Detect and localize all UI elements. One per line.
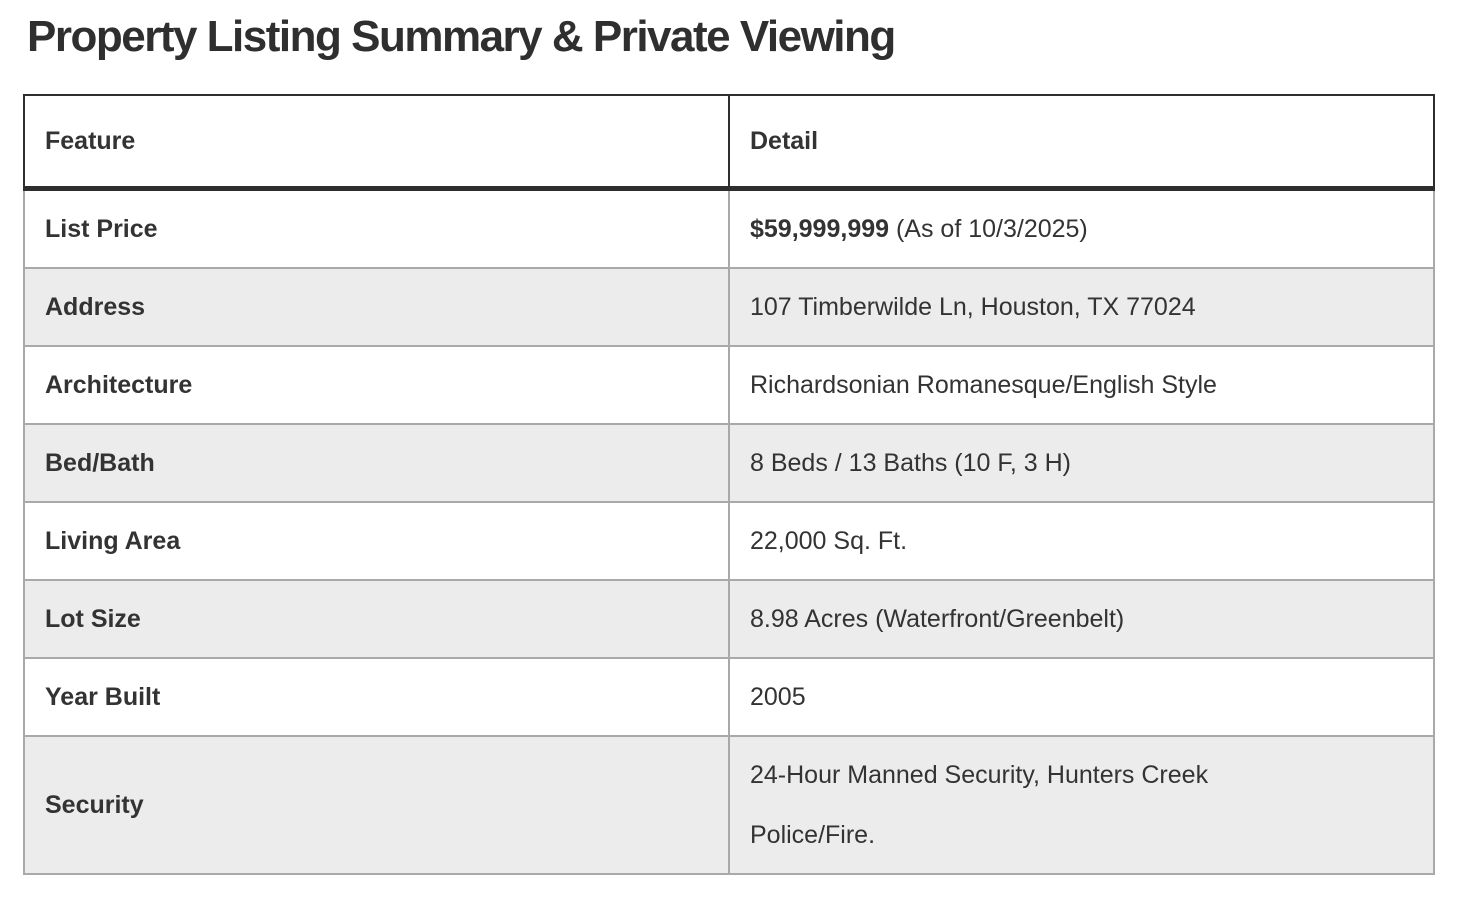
- feature-cell: Lot Size: [23, 579, 730, 659]
- detail-cell: 2005: [728, 657, 1435, 737]
- detail-cell: 8 Beds / 13 Baths (10 F, 3 H): [728, 423, 1435, 503]
- feature-cell: Living Area: [23, 501, 730, 581]
- list-price-amount: $59,999,999: [750, 215, 890, 243]
- detail-cell: 22,000 Sq. Ft.: [728, 501, 1435, 581]
- feature-column-header: Feature: [23, 94, 730, 191]
- feature-cell: Address: [23, 267, 730, 347]
- feature-cell: Security: [23, 735, 730, 875]
- feature-cell: Bed/Bath: [23, 423, 730, 503]
- header-row: Feature Detail: [23, 94, 1435, 191]
- row-year-built: Year Built 2005: [23, 657, 1435, 737]
- row-bed-bath: Bed/Bath 8 Beds / 13 Baths (10 F, 3 H): [23, 423, 1435, 503]
- detail-column-header: Detail: [728, 94, 1435, 191]
- detail-cell: Richardsonian Romanesque/English Style: [728, 345, 1435, 425]
- row-security: Security 24-Hour Manned Security, Hunter…: [23, 735, 1435, 875]
- page-title: Property Listing Summary & Private Viewi…: [27, 12, 896, 61]
- row-address: Address 107 Timberwilde Ln, Houston, TX …: [23, 267, 1435, 347]
- detail-cell: 107 Timberwilde Ln, Houston, TX 77024: [728, 267, 1435, 347]
- feature-cell: Architecture: [23, 345, 730, 425]
- row-architecture: Architecture Richardsonian Romanesque/En…: [23, 345, 1435, 425]
- feature-cell: List Price: [23, 187, 730, 269]
- property-listing-table: Feature Detail List Price $59,999,999 (A…: [23, 94, 1435, 875]
- detail-cell: $59,999,999 (As of 10/3/2025): [728, 187, 1435, 269]
- row-lot-size: Lot Size 8.98 Acres (Waterfront/Greenbel…: [23, 579, 1435, 659]
- row-living-area: Living Area 22,000 Sq. Ft.: [23, 501, 1435, 581]
- row-list-price: List Price $59,999,999 (As of 10/3/2025): [23, 187, 1435, 269]
- detail-cell: 24-Hour Manned Security, Hunters Creek P…: [728, 735, 1435, 875]
- feature-cell: Year Built: [23, 657, 730, 737]
- detail-cell: 8.98 Acres (Waterfront/Greenbelt): [728, 579, 1435, 659]
- list-price-date-note: (As of 10/3/2025): [889, 215, 1088, 243]
